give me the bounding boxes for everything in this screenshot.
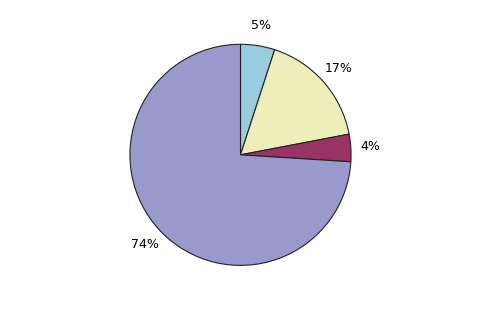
Text: 17%: 17% [324,62,351,75]
Wedge shape [130,44,350,265]
Text: 4%: 4% [360,140,380,153]
Wedge shape [240,44,274,155]
Text: 74%: 74% [131,238,159,251]
Wedge shape [240,50,348,155]
Wedge shape [240,134,350,162]
Text: 5%: 5% [251,20,270,33]
